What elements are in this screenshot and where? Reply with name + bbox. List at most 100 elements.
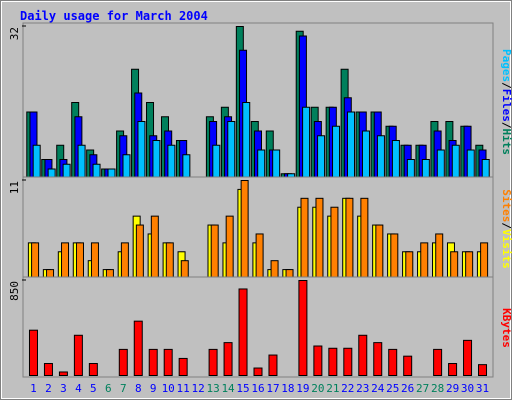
bar <box>61 242 70 278</box>
bar <box>90 242 99 278</box>
x-tick-label: 16 <box>251 382 264 395</box>
bar <box>268 354 278 376</box>
bar <box>405 251 414 278</box>
bar <box>88 363 98 377</box>
bar <box>253 367 263 377</box>
bar <box>75 242 84 278</box>
x-tick-label: 27 <box>416 382 429 395</box>
bar <box>388 348 398 376</box>
x-tick-label: 9 <box>150 382 157 395</box>
bar <box>313 345 323 377</box>
x-tick-label: 26 <box>401 382 414 395</box>
bar <box>43 363 53 377</box>
legend-entry: Files <box>500 89 512 122</box>
bar <box>285 269 294 279</box>
bar <box>152 140 161 178</box>
bar <box>315 197 324 278</box>
x-tick-label: 25 <box>386 382 399 395</box>
bar <box>225 215 234 279</box>
x-tick-label: 28 <box>431 382 444 395</box>
legend-separator: / <box>500 82 512 89</box>
bar <box>120 242 129 278</box>
bar <box>390 233 399 278</box>
bar <box>46 269 55 279</box>
bar <box>403 355 413 377</box>
bar <box>375 224 384 278</box>
x-tick-label: 2 <box>45 382 52 395</box>
bar <box>148 348 158 376</box>
bar <box>480 242 489 278</box>
bar <box>302 106 311 178</box>
bar <box>436 149 445 178</box>
bar <box>178 357 188 377</box>
bar <box>47 168 56 178</box>
x-tick-label: 4 <box>75 382 82 395</box>
bar <box>208 348 218 376</box>
x-tick-label: 15 <box>236 382 249 395</box>
bar <box>330 206 339 279</box>
bar <box>210 224 219 278</box>
bar <box>167 144 176 178</box>
x-tick-label: 5 <box>90 382 97 395</box>
legend: Pages/Files/Hits <box>500 49 512 155</box>
bar <box>180 260 189 279</box>
bar <box>272 149 281 178</box>
bar <box>92 163 101 178</box>
y-tick-label: 32 <box>8 27 21 40</box>
bar <box>466 149 475 178</box>
x-tick-label: 13 <box>206 382 219 395</box>
legend-entry: Hits <box>500 129 512 156</box>
legend-entry: Visits <box>500 229 512 269</box>
x-tick-label: 31 <box>476 382 489 395</box>
bar <box>463 339 473 377</box>
bar <box>165 242 174 278</box>
bar <box>420 242 429 278</box>
bar <box>406 159 415 178</box>
bar <box>32 144 41 178</box>
bar <box>481 159 490 178</box>
legend-separator: / <box>500 222 512 229</box>
bar <box>73 334 83 376</box>
bar <box>107 168 116 178</box>
bar <box>150 215 159 279</box>
bar <box>77 144 86 178</box>
plot-area <box>22 276 494 378</box>
x-tick-label: 20 <box>311 382 324 395</box>
bar <box>31 242 40 278</box>
legend-entry: Pages <box>500 49 512 82</box>
bar <box>343 347 353 377</box>
x-tick-label: 22 <box>341 382 354 395</box>
x-tick-label: 24 <box>371 382 385 395</box>
bar <box>376 135 385 178</box>
bar <box>182 154 191 178</box>
bar <box>317 135 326 178</box>
bar <box>451 144 460 178</box>
bar <box>373 342 383 376</box>
x-tick-label: 23 <box>356 382 369 395</box>
bar <box>328 347 338 377</box>
bar <box>358 334 368 376</box>
x-tick-label: 30 <box>461 382 474 395</box>
legend-entry: Sites <box>500 189 512 222</box>
bar <box>133 320 143 376</box>
bar <box>435 233 444 278</box>
bar <box>118 348 128 376</box>
legend: Sites/Visits <box>500 189 512 269</box>
x-tick-label: 18 <box>281 382 294 395</box>
x-tick-label: 7 <box>120 382 127 395</box>
bar <box>105 269 114 279</box>
y-tick-label: 850 <box>8 281 21 301</box>
x-tick-label: 10 <box>162 382 175 395</box>
bar <box>28 329 38 377</box>
bar <box>227 121 236 178</box>
legend: KBytes <box>500 308 512 348</box>
legend-separator: / <box>500 122 512 129</box>
bar <box>163 348 173 376</box>
bar <box>478 364 488 376</box>
x-tick-label: 1 <box>30 382 37 395</box>
bar <box>360 197 369 278</box>
bar <box>212 144 221 178</box>
bar <box>345 197 354 278</box>
x-tick-label: 6 <box>105 382 112 395</box>
